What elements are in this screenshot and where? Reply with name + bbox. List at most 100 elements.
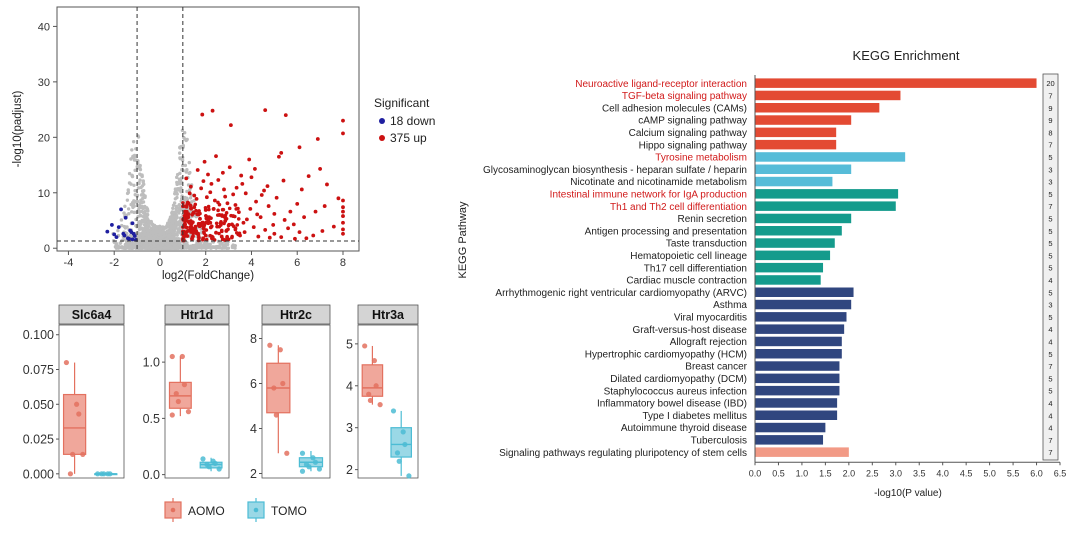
ns-point — [127, 171, 132, 176]
ns-point — [180, 158, 185, 162]
kegg-x-tick-label: 0.0 — [749, 468, 762, 478]
kegg-gene-count: 4 — [1048, 325, 1052, 334]
down-point — [105, 229, 110, 234]
up-point — [209, 225, 213, 230]
ns-point — [144, 246, 149, 250]
ns-point — [221, 246, 225, 250]
up-point — [341, 131, 345, 136]
ns-point — [123, 204, 127, 208]
down-point — [110, 223, 114, 227]
up-point — [236, 217, 241, 221]
panel-strip — [357, 304, 419, 325]
kegg-gene-count: 4 — [1048, 424, 1052, 433]
up-point — [259, 193, 264, 197]
kegg-y-axis-label: KEGG Pathway — [457, 201, 469, 279]
up-point — [194, 208, 198, 213]
tomo-point — [394, 450, 401, 456]
kegg-pathway-label: Hypertrophic cardiomyopathy (HCM) — [585, 349, 747, 360]
ns-point — [119, 218, 124, 222]
up-point — [202, 230, 206, 234]
kegg-pathway-label: Renin secretion — [678, 214, 747, 225]
kegg-pathway-label: Breast cancer — [685, 362, 747, 373]
up-point — [279, 150, 284, 155]
kegg-count-column — [1042, 73, 1059, 461]
up-point — [235, 223, 240, 227]
ns-point — [132, 204, 136, 208]
ns-point — [120, 245, 124, 249]
down-point — [112, 232, 117, 237]
y-tick-label: 0.050 — [23, 398, 54, 412]
ns-point — [177, 151, 182, 155]
up-point — [193, 202, 198, 207]
up-point — [198, 211, 202, 216]
up-point — [216, 208, 220, 213]
legend-down-label: 18 down — [390, 114, 435, 128]
kegg-bar — [755, 373, 840, 384]
ns-point — [150, 230, 154, 235]
ns-point — [126, 188, 130, 192]
up-point — [189, 206, 193, 211]
kegg-bar — [755, 176, 833, 187]
ns-point — [138, 163, 142, 168]
tomo-point — [400, 429, 406, 435]
ns-point — [178, 145, 182, 150]
kegg-pathway-label: Autoimmune thyroid disease — [621, 423, 748, 434]
volcano-plot: -4 -2 0 2 4 6 8 0 10 20 30 40 log2(FoldChange) -log… — [12, 6, 435, 282]
up-point — [209, 182, 214, 186]
up-point — [320, 229, 325, 233]
tomo-point — [299, 450, 306, 456]
ns-point — [185, 241, 189, 245]
volcano-points — [105, 108, 345, 250]
up-point — [203, 222, 207, 226]
up-point — [297, 230, 302, 235]
ns-point — [162, 226, 167, 230]
boxplot-panel-htr1d: Htr1d 0.0 0.5 1.0 — [143, 304, 230, 482]
kegg-pathway-label: Th17 cell differentiation — [644, 263, 747, 274]
panel-strip — [261, 304, 331, 325]
kegg-bar — [755, 115, 852, 125]
up-point — [204, 213, 208, 218]
ns-point — [176, 223, 180, 227]
aomo-point — [179, 353, 185, 360]
tomo-point — [390, 408, 397, 414]
ns-point — [152, 244, 157, 248]
up-point — [208, 190, 213, 195]
ns-point — [125, 191, 130, 196]
volcano-y-tick-label: 0 — [44, 243, 50, 255]
aomo-point — [271, 385, 277, 391]
up-point — [295, 201, 300, 206]
ns-point — [132, 210, 136, 215]
ns-point — [122, 246, 127, 250]
volcano-legend-title: Significant — [374, 96, 430, 110]
ns-point — [177, 203, 182, 207]
up-point — [223, 194, 228, 199]
aomo-point — [273, 412, 279, 418]
ns-point — [139, 200, 143, 205]
ns-point — [156, 240, 160, 245]
kegg-pathway-label: Arrhythmogenic right ventricular cardiom… — [495, 288, 747, 299]
up-point — [274, 195, 279, 200]
ns-point — [159, 241, 164, 246]
up-point — [241, 220, 246, 225]
ns-point — [157, 229, 161, 233]
panel-title: Htr1d — [181, 308, 214, 322]
up-point — [196, 238, 201, 243]
kegg-bar — [755, 152, 906, 162]
ns-point — [146, 209, 150, 213]
volcano-x-tick-label: 2 — [203, 257, 209, 269]
up-point — [187, 191, 192, 196]
up-point — [226, 223, 231, 228]
ns-point — [159, 236, 163, 240]
y-tick-label: 2 — [250, 467, 257, 481]
up-point — [204, 228, 209, 232]
ns-point — [125, 198, 130, 202]
legend-tomo-label: TOMO — [271, 504, 307, 518]
up-point — [196, 231, 200, 236]
ns-point — [175, 209, 179, 213]
ns-point — [233, 246, 237, 250]
kegg-x-tick-label: 1.0 — [796, 468, 809, 478]
y-tick-label: 1.0 — [143, 356, 160, 370]
down-point — [130, 221, 135, 226]
ns-point — [170, 210, 175, 214]
up-point — [225, 234, 229, 239]
